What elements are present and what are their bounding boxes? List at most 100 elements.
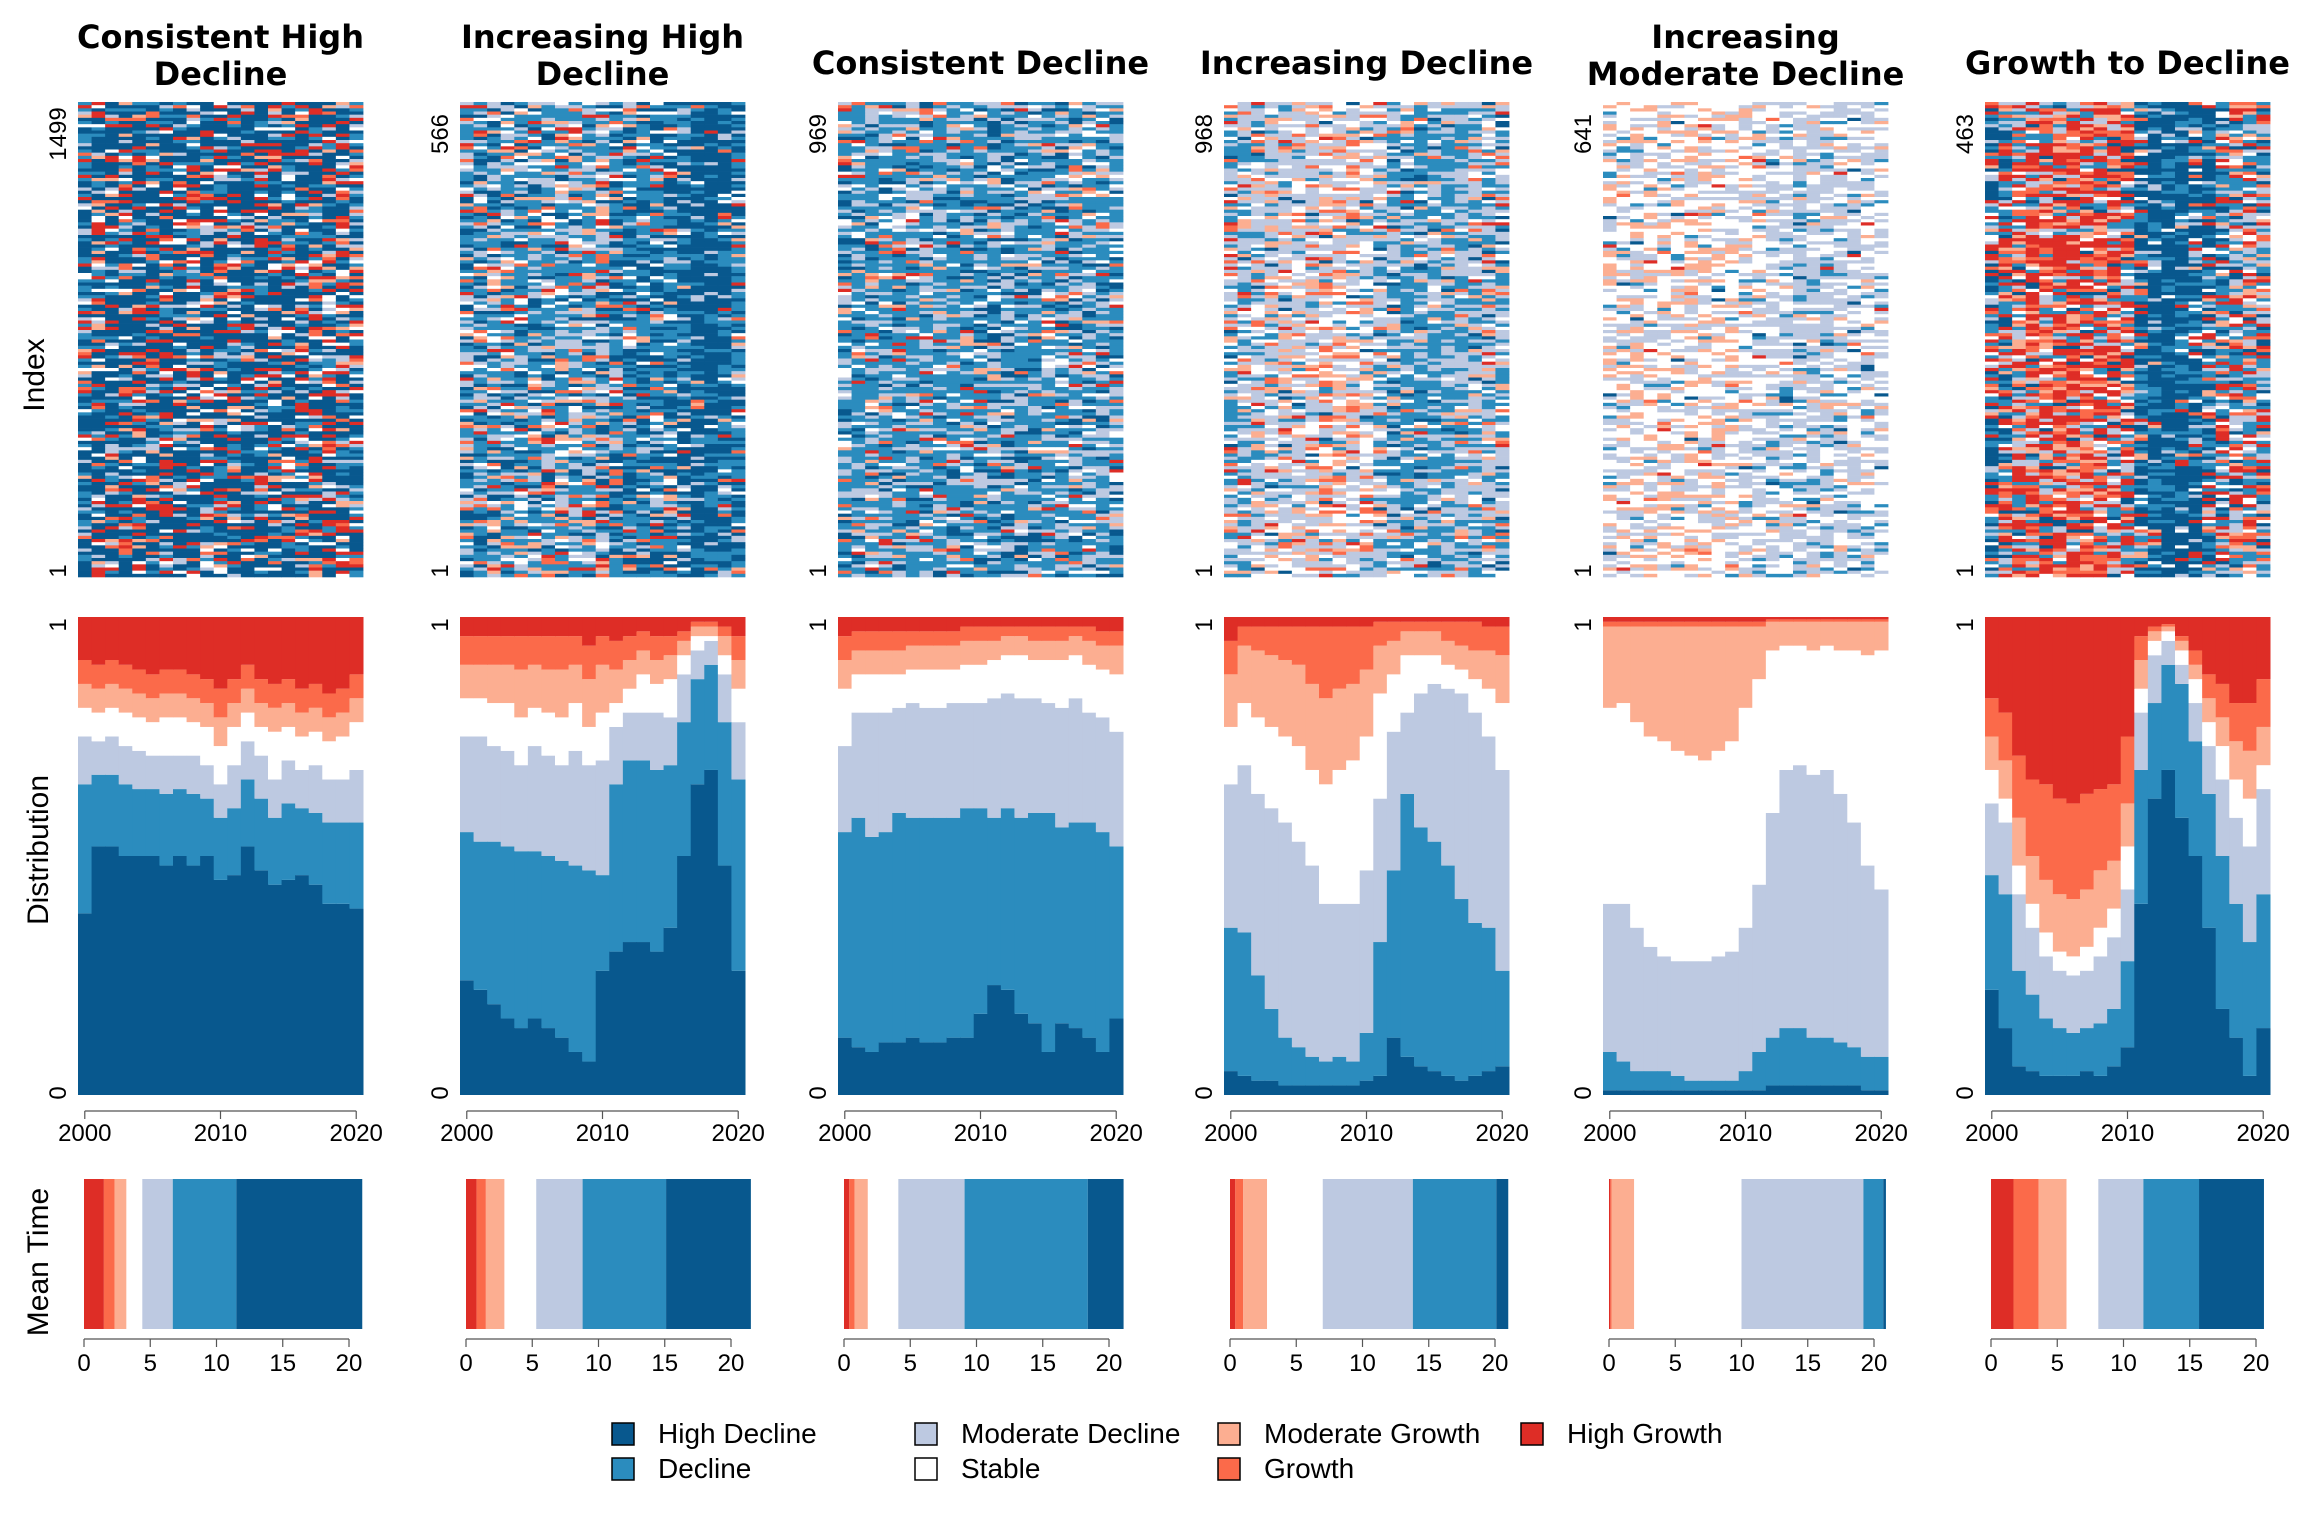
- index-cell: [514, 228, 529, 233]
- index-cell: [322, 399, 337, 404]
- index-cell: [582, 387, 597, 391]
- index-cell: [500, 181, 515, 185]
- index-cell: [200, 570, 215, 575]
- index-cell: [500, 342, 515, 347]
- index-cell: [335, 149, 350, 153]
- index-cell: [541, 273, 556, 277]
- index-cell: [281, 336, 296, 340]
- index-cell: [582, 117, 597, 122]
- index-cell: [487, 162, 502, 166]
- index-cell: [322, 377, 337, 381]
- index-cell: [227, 453, 242, 457]
- index-cell: [118, 402, 133, 407]
- distribution-bar-high-growth: [78, 617, 93, 661]
- index-cell: [118, 314, 133, 318]
- index-cell: [254, 425, 269, 429]
- index-cell: [268, 456, 282, 461]
- index-cell: [118, 523, 133, 527]
- index-cell: [91, 551, 106, 556]
- index-cell: [514, 193, 529, 198]
- index-cell: [227, 162, 242, 166]
- index-cell: [473, 570, 488, 575]
- index-cell: [91, 203, 106, 207]
- index-cell: [500, 174, 515, 179]
- index-cell: [322, 349, 337, 353]
- index-cell: [240, 165, 255, 169]
- index-cell: [335, 288, 350, 293]
- index-cell: [595, 466, 610, 470]
- index-cell: [78, 510, 92, 514]
- index-cell: [595, 231, 610, 236]
- index-cell: [582, 342, 597, 347]
- index-cell: [582, 263, 597, 267]
- index-cell: [322, 501, 337, 505]
- index-cell: [335, 311, 350, 315]
- index-cell: [582, 168, 597, 172]
- index-cell: [555, 295, 569, 299]
- index-cell: [595, 288, 610, 293]
- index-cell: [227, 399, 242, 404]
- index-cell: [527, 564, 542, 568]
- index-cell: [527, 307, 542, 312]
- distribution-bar-moderate-decline: [132, 750, 147, 790]
- index-cell: [213, 336, 228, 340]
- index-cell: [555, 184, 569, 188]
- index-cell: [91, 440, 106, 445]
- index-cell: [514, 431, 529, 435]
- index-cell: [213, 570, 228, 575]
- index-cell: [595, 200, 610, 204]
- index-cell: [281, 507, 296, 511]
- index-cell: [460, 200, 474, 204]
- index-cell: [254, 371, 269, 375]
- index-cell: [568, 159, 583, 163]
- index-cell: [240, 380, 255, 385]
- index-cell: [555, 345, 569, 350]
- index-cell: [582, 241, 597, 245]
- index-cell: [555, 307, 569, 312]
- index-cell: [159, 520, 174, 524]
- index-cell: [487, 301, 502, 305]
- index-cell: [186, 482, 201, 486]
- index-cell: [460, 171, 474, 176]
- index-cell: [240, 431, 255, 435]
- index-cell: [487, 241, 502, 245]
- index-cell: [240, 216, 255, 220]
- index-cell: [105, 402, 120, 407]
- index-cell: [281, 453, 296, 457]
- index-cell: [582, 497, 597, 502]
- index-cell: [213, 152, 228, 157]
- index-cell: [200, 174, 215, 179]
- index-cell: [118, 475, 133, 480]
- index-cell: [582, 529, 597, 533]
- index-cell: [118, 244, 133, 248]
- index-cell: [173, 149, 187, 153]
- index-cell: [555, 339, 569, 343]
- index-cell: [240, 507, 255, 511]
- index-cell: [240, 152, 255, 157]
- distribution-bar-growth: [173, 669, 188, 694]
- index-cell: [322, 320, 337, 324]
- index-cell: [78, 216, 92, 220]
- index-cell: [281, 257, 296, 261]
- index-cell: [582, 371, 597, 375]
- index-cell: [186, 409, 201, 413]
- index-cell: [568, 507, 583, 511]
- index-cell: [335, 358, 350, 362]
- index-cell: [78, 488, 92, 492]
- index-cell: [568, 377, 583, 381]
- index-cell: [541, 130, 556, 134]
- distribution-bar-moderate-growth: [132, 693, 147, 718]
- index-cell: [213, 193, 228, 198]
- index-cell: [145, 200, 160, 204]
- index-cell: [335, 450, 350, 454]
- index-cell: [145, 532, 160, 537]
- index-cell: [78, 263, 92, 267]
- index-cell: [349, 352, 364, 356]
- index-cell: [555, 304, 569, 309]
- index-cell: [308, 171, 323, 176]
- index-cell: [555, 200, 569, 204]
- index-cell: [541, 345, 556, 350]
- index-cell: [132, 409, 147, 413]
- index-cell: [132, 383, 147, 388]
- index-cell: [105, 247, 120, 252]
